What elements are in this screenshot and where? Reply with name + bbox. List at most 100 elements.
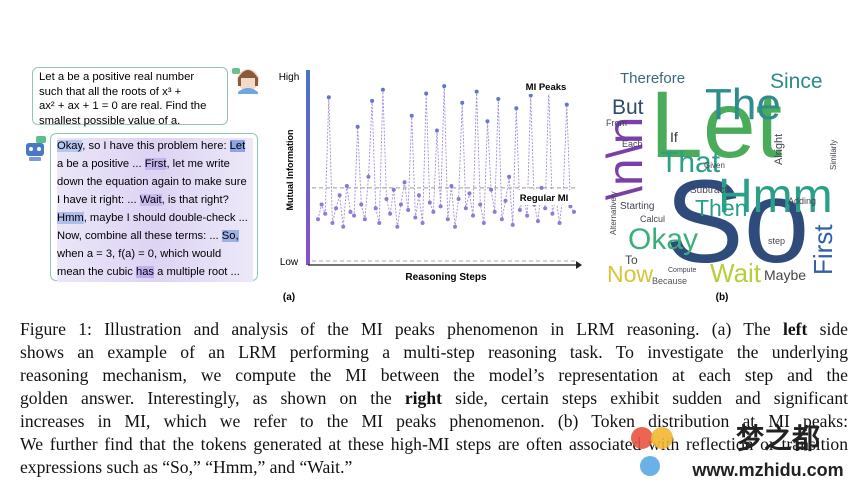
regular-label: Regular MI bbox=[520, 193, 569, 204]
mi-point bbox=[445, 217, 450, 222]
caption: Figure 1: Illustration and analysis of t… bbox=[20, 318, 848, 479]
mi-point bbox=[481, 221, 486, 225]
y-axis bbox=[306, 70, 310, 265]
watermark-name: 梦之都 bbox=[736, 422, 820, 454]
response-segment: Hmm bbox=[57, 212, 84, 224]
mi-point bbox=[489, 187, 494, 192]
mi-point bbox=[467, 191, 472, 196]
response-segment: when a = 3, f(a) = 0, which would bbox=[57, 248, 222, 260]
response-line: Now, combine all these terms: ... So, bbox=[57, 228, 253, 246]
cloud-word: Alternatively bbox=[609, 191, 618, 235]
response-line: mean the cubic has a multiple root ... bbox=[57, 264, 253, 282]
mi-point bbox=[377, 221, 382, 225]
cloud-word: Adding bbox=[788, 196, 816, 206]
mi-point bbox=[348, 209, 353, 214]
caption-segment: side bbox=[807, 319, 848, 339]
mi-point bbox=[380, 87, 385, 92]
caption-segment: right bbox=[404, 388, 442, 408]
cloud-word: Compute bbox=[668, 267, 697, 274]
mi-point bbox=[503, 198, 508, 203]
mi-point bbox=[416, 193, 421, 198]
response-segment: Now, combine all these terms: ... bbox=[57, 230, 222, 242]
figure: High Low Mutual Information Reasoning St… bbox=[26, 68, 838, 303]
mi-point bbox=[543, 206, 548, 211]
response-segment: mean the cubic bbox=[57, 266, 136, 278]
cloud-word: Because bbox=[652, 276, 687, 286]
response-segment: So, bbox=[221, 230, 239, 242]
mi-point bbox=[460, 100, 465, 105]
cloud-word: The bbox=[705, 80, 781, 129]
cloud-word: Let bbox=[650, 72, 782, 178]
problem-line: smallest possible value of a. bbox=[39, 114, 181, 127]
caption-line: golden answer. Interestingly, as shown o… bbox=[20, 387, 848, 410]
mi-point bbox=[420, 221, 425, 225]
mi-point bbox=[344, 184, 349, 188]
mi-point bbox=[471, 213, 476, 218]
mi-point bbox=[409, 113, 414, 118]
mi-point bbox=[434, 128, 439, 133]
response-segment: , so I have this problem here: bbox=[82, 140, 230, 152]
mi-point bbox=[323, 211, 328, 216]
mi-point bbox=[449, 184, 454, 188]
panel-label: (b) bbox=[716, 292, 729, 303]
problem-line: such that all the roots of x³ + bbox=[39, 85, 182, 98]
response-segment: , let me write bbox=[166, 158, 230, 170]
caption-line: shows an example of an LRM performing a … bbox=[20, 341, 848, 364]
mi-point bbox=[355, 124, 360, 129]
mi-point bbox=[572, 209, 576, 214]
mi-point bbox=[492, 209, 497, 214]
label-bg bbox=[520, 79, 572, 94]
mi-point bbox=[496, 97, 501, 102]
mi-point bbox=[463, 206, 468, 211]
mi-point bbox=[334, 206, 339, 211]
response-segment: a be a positive ... bbox=[57, 158, 145, 170]
mi-point bbox=[550, 211, 555, 216]
cloud-word: Therefore bbox=[620, 70, 685, 87]
response-segment: Wait bbox=[139, 194, 162, 206]
cloud-word: Hmm bbox=[718, 170, 833, 223]
mi-point bbox=[424, 91, 429, 96]
cloud-word: Calcul bbox=[640, 214, 665, 224]
mi-point bbox=[337, 193, 342, 198]
mi-point bbox=[539, 185, 544, 190]
caption-segment: golden answer. Interestingly, as shown o… bbox=[20, 388, 405, 408]
response-line: down the equation again to make sure bbox=[57, 174, 253, 192]
mi-point bbox=[326, 95, 331, 100]
mi-point bbox=[341, 224, 346, 229]
caption-line: expressions such as “So,” “Hmm,” and “Wa… bbox=[20, 456, 848, 479]
mi-point bbox=[568, 204, 573, 209]
mi-point bbox=[362, 217, 367, 222]
mi-point bbox=[474, 89, 479, 94]
cloud-word: If bbox=[670, 129, 678, 145]
cloud-word: Then bbox=[695, 195, 747, 221]
cloud-word: To bbox=[625, 253, 638, 267]
cloud-word: From bbox=[606, 118, 627, 128]
caption-segment: increases in MI, which we refer to the M… bbox=[20, 411, 848, 431]
caption-line: Figure 1: Illustration and analysis of t… bbox=[20, 318, 848, 341]
mi-point bbox=[395, 224, 400, 229]
cloud-word: Starting bbox=[620, 201, 654, 212]
caption-segment: side, certain steps exhibit sudden and s… bbox=[442, 388, 848, 408]
mi-point bbox=[456, 196, 461, 201]
mi-point bbox=[388, 211, 393, 216]
y-label-top: High bbox=[279, 72, 300, 83]
response-segment: Okay bbox=[57, 140, 83, 152]
y-axis-label: Mutual Information bbox=[285, 130, 295, 211]
panel-a: High Low Mutual Information Reasoning St… bbox=[279, 70, 582, 303]
mi-point bbox=[359, 202, 364, 207]
mi-point bbox=[406, 208, 411, 213]
user-avatar bbox=[232, 68, 259, 94]
watermark-url: www.mzhidu.com bbox=[691, 460, 843, 480]
cloud-word: step bbox=[768, 236, 785, 246]
mi-point bbox=[427, 200, 432, 205]
label-bg bbox=[514, 190, 574, 205]
mi-point bbox=[564, 102, 569, 107]
cloud-word: Okay bbox=[628, 223, 698, 256]
mi-point bbox=[525, 213, 530, 218]
panel-label: (a) bbox=[283, 292, 295, 303]
caption-segment: expressions such as “So,” “Hmm,” and “Wa… bbox=[20, 457, 353, 477]
problem-line: ax² + ax + 1 = 0 are real. Find the bbox=[39, 100, 207, 112]
cloud-word: Alright bbox=[773, 134, 785, 165]
mi-point bbox=[517, 208, 522, 213]
